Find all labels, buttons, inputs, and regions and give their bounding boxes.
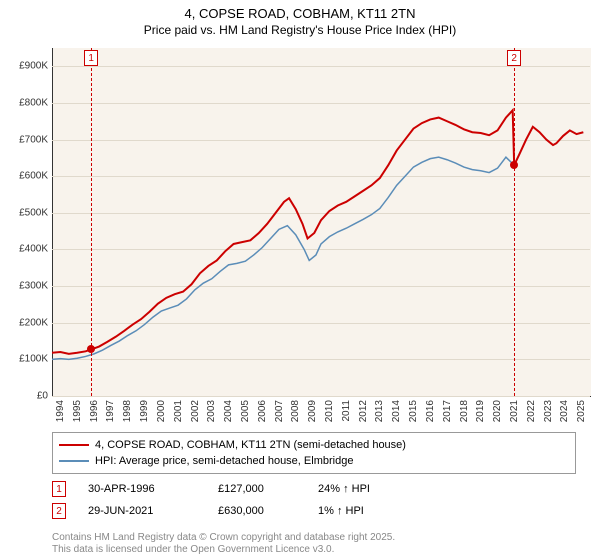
y-axis-label: £600K <box>19 171 48 182</box>
x-axis-label: 1995 <box>72 400 83 422</box>
x-axis-label: 2010 <box>324 400 335 422</box>
x-axis-label: 2016 <box>425 400 436 422</box>
y-axis-label: £800K <box>19 97 48 108</box>
x-axis-label: 1998 <box>122 400 133 422</box>
subtitle: Price paid vs. HM Land Registry's House … <box>0 23 600 37</box>
legend-item: 4, COPSE ROAD, COBHAM, KT11 2TN (semi-de… <box>59 437 569 453</box>
x-axis-label: 2013 <box>374 400 385 422</box>
legend-swatch <box>59 444 89 446</box>
legend-swatch <box>59 460 89 462</box>
footer-line-2: This data is licensed under the Open Gov… <box>52 544 395 556</box>
y-axis-label: £300K <box>19 281 48 292</box>
x-axis-label: 1997 <box>105 400 116 422</box>
x-axis-label: 2025 <box>576 400 587 422</box>
x-axis-label: 2005 <box>240 400 251 422</box>
x-axis-label: 2014 <box>391 400 402 422</box>
gridline <box>52 396 590 397</box>
sale-row-marker: 2 <box>52 503 66 519</box>
sale-date: 29-JUN-2021 <box>88 505 218 517</box>
y-axis-label: £900K <box>19 61 48 72</box>
sale-row-marker: 1 <box>52 481 66 497</box>
y-axis-label: £0 <box>37 391 48 402</box>
x-axis-label: 2004 <box>223 400 234 422</box>
sales-table: 1 30-APR-1996£127,00024% ↑ HPI 2 29-JUN-202… <box>52 478 590 522</box>
sale-row: 1 30-APR-1996£127,00024% ↑ HPI <box>52 478 590 500</box>
legend-label: 4, COPSE ROAD, COBHAM, KT11 2TN (semi-de… <box>95 439 406 451</box>
x-axis-label: 2024 <box>559 400 570 422</box>
x-axis-label: 2017 <box>442 400 453 422</box>
y-axis-label: £100K <box>19 354 48 365</box>
x-axis-label: 2023 <box>543 400 554 422</box>
x-axis-label: 2002 <box>190 400 201 422</box>
y-axis-label: £200K <box>19 317 48 328</box>
legend: 4, COPSE ROAD, COBHAM, KT11 2TN (semi-de… <box>52 432 576 474</box>
sale-marker-dot <box>87 345 95 353</box>
x-axis-label: 2007 <box>274 400 285 422</box>
y-axis-label: £500K <box>19 207 48 218</box>
x-axis-label: 2003 <box>206 400 217 422</box>
sale-price: £630,000 <box>218 505 318 517</box>
title-block: 4, COPSE ROAD, COBHAM, KT11 2TN Price pa… <box>0 0 600 37</box>
sale-row: 2 29-JUN-2021£630,0001% ↑ HPI <box>52 500 590 522</box>
x-axis-label: 2022 <box>526 400 537 422</box>
x-axis-label: 2018 <box>459 400 470 422</box>
legend-label: HPI: Average price, semi-detached house,… <box>95 455 353 467</box>
x-axis-label: 1994 <box>55 400 66 422</box>
chart-area: £0£100K£200K£300K£400K£500K£600K£700K£80… <box>52 48 590 396</box>
legend-item: HPI: Average price, semi-detached house,… <box>59 453 569 469</box>
x-axis-label: 2009 <box>307 400 318 422</box>
x-axis-label: 2012 <box>358 400 369 422</box>
x-axis-label: 2015 <box>408 400 419 422</box>
series-line <box>52 110 583 354</box>
y-axis-label: £700K <box>19 134 48 145</box>
x-axis-label: 2011 <box>341 400 352 422</box>
footer-line-1: Contains HM Land Registry data © Crown c… <box>52 532 395 544</box>
x-axis-label: 2021 <box>509 400 520 422</box>
line-plot <box>52 48 590 396</box>
x-axis-label: 2000 <box>156 400 167 422</box>
x-axis-label: 2020 <box>492 400 503 422</box>
sale-marker-dot <box>510 161 518 169</box>
sale-vline <box>91 48 92 396</box>
sale-marker-box: 2 <box>507 50 521 66</box>
sale-price: £127,000 <box>218 483 318 495</box>
sale-delta: 24% ↑ HPI <box>318 483 370 495</box>
x-axis-label: 2019 <box>475 400 486 422</box>
y-axis-label: £400K <box>19 244 48 255</box>
x-axis-label: 2006 <box>257 400 268 422</box>
sale-date: 30-APR-1996 <box>88 483 218 495</box>
sale-marker-box: 1 <box>84 50 98 66</box>
x-axis-label: 2008 <box>290 400 301 422</box>
address-title: 4, COPSE ROAD, COBHAM, KT11 2TN <box>0 6 600 21</box>
x-axis-label: 1996 <box>89 400 100 422</box>
sale-vline <box>514 48 515 396</box>
sale-delta: 1% ↑ HPI <box>318 505 364 517</box>
chart-container: 4, COPSE ROAD, COBHAM, KT11 2TN Price pa… <box>0 0 600 560</box>
attribution-footer: Contains HM Land Registry data © Crown c… <box>52 532 395 556</box>
x-axis-label: 1999 <box>139 400 150 422</box>
x-axis-label: 2001 <box>173 400 184 422</box>
